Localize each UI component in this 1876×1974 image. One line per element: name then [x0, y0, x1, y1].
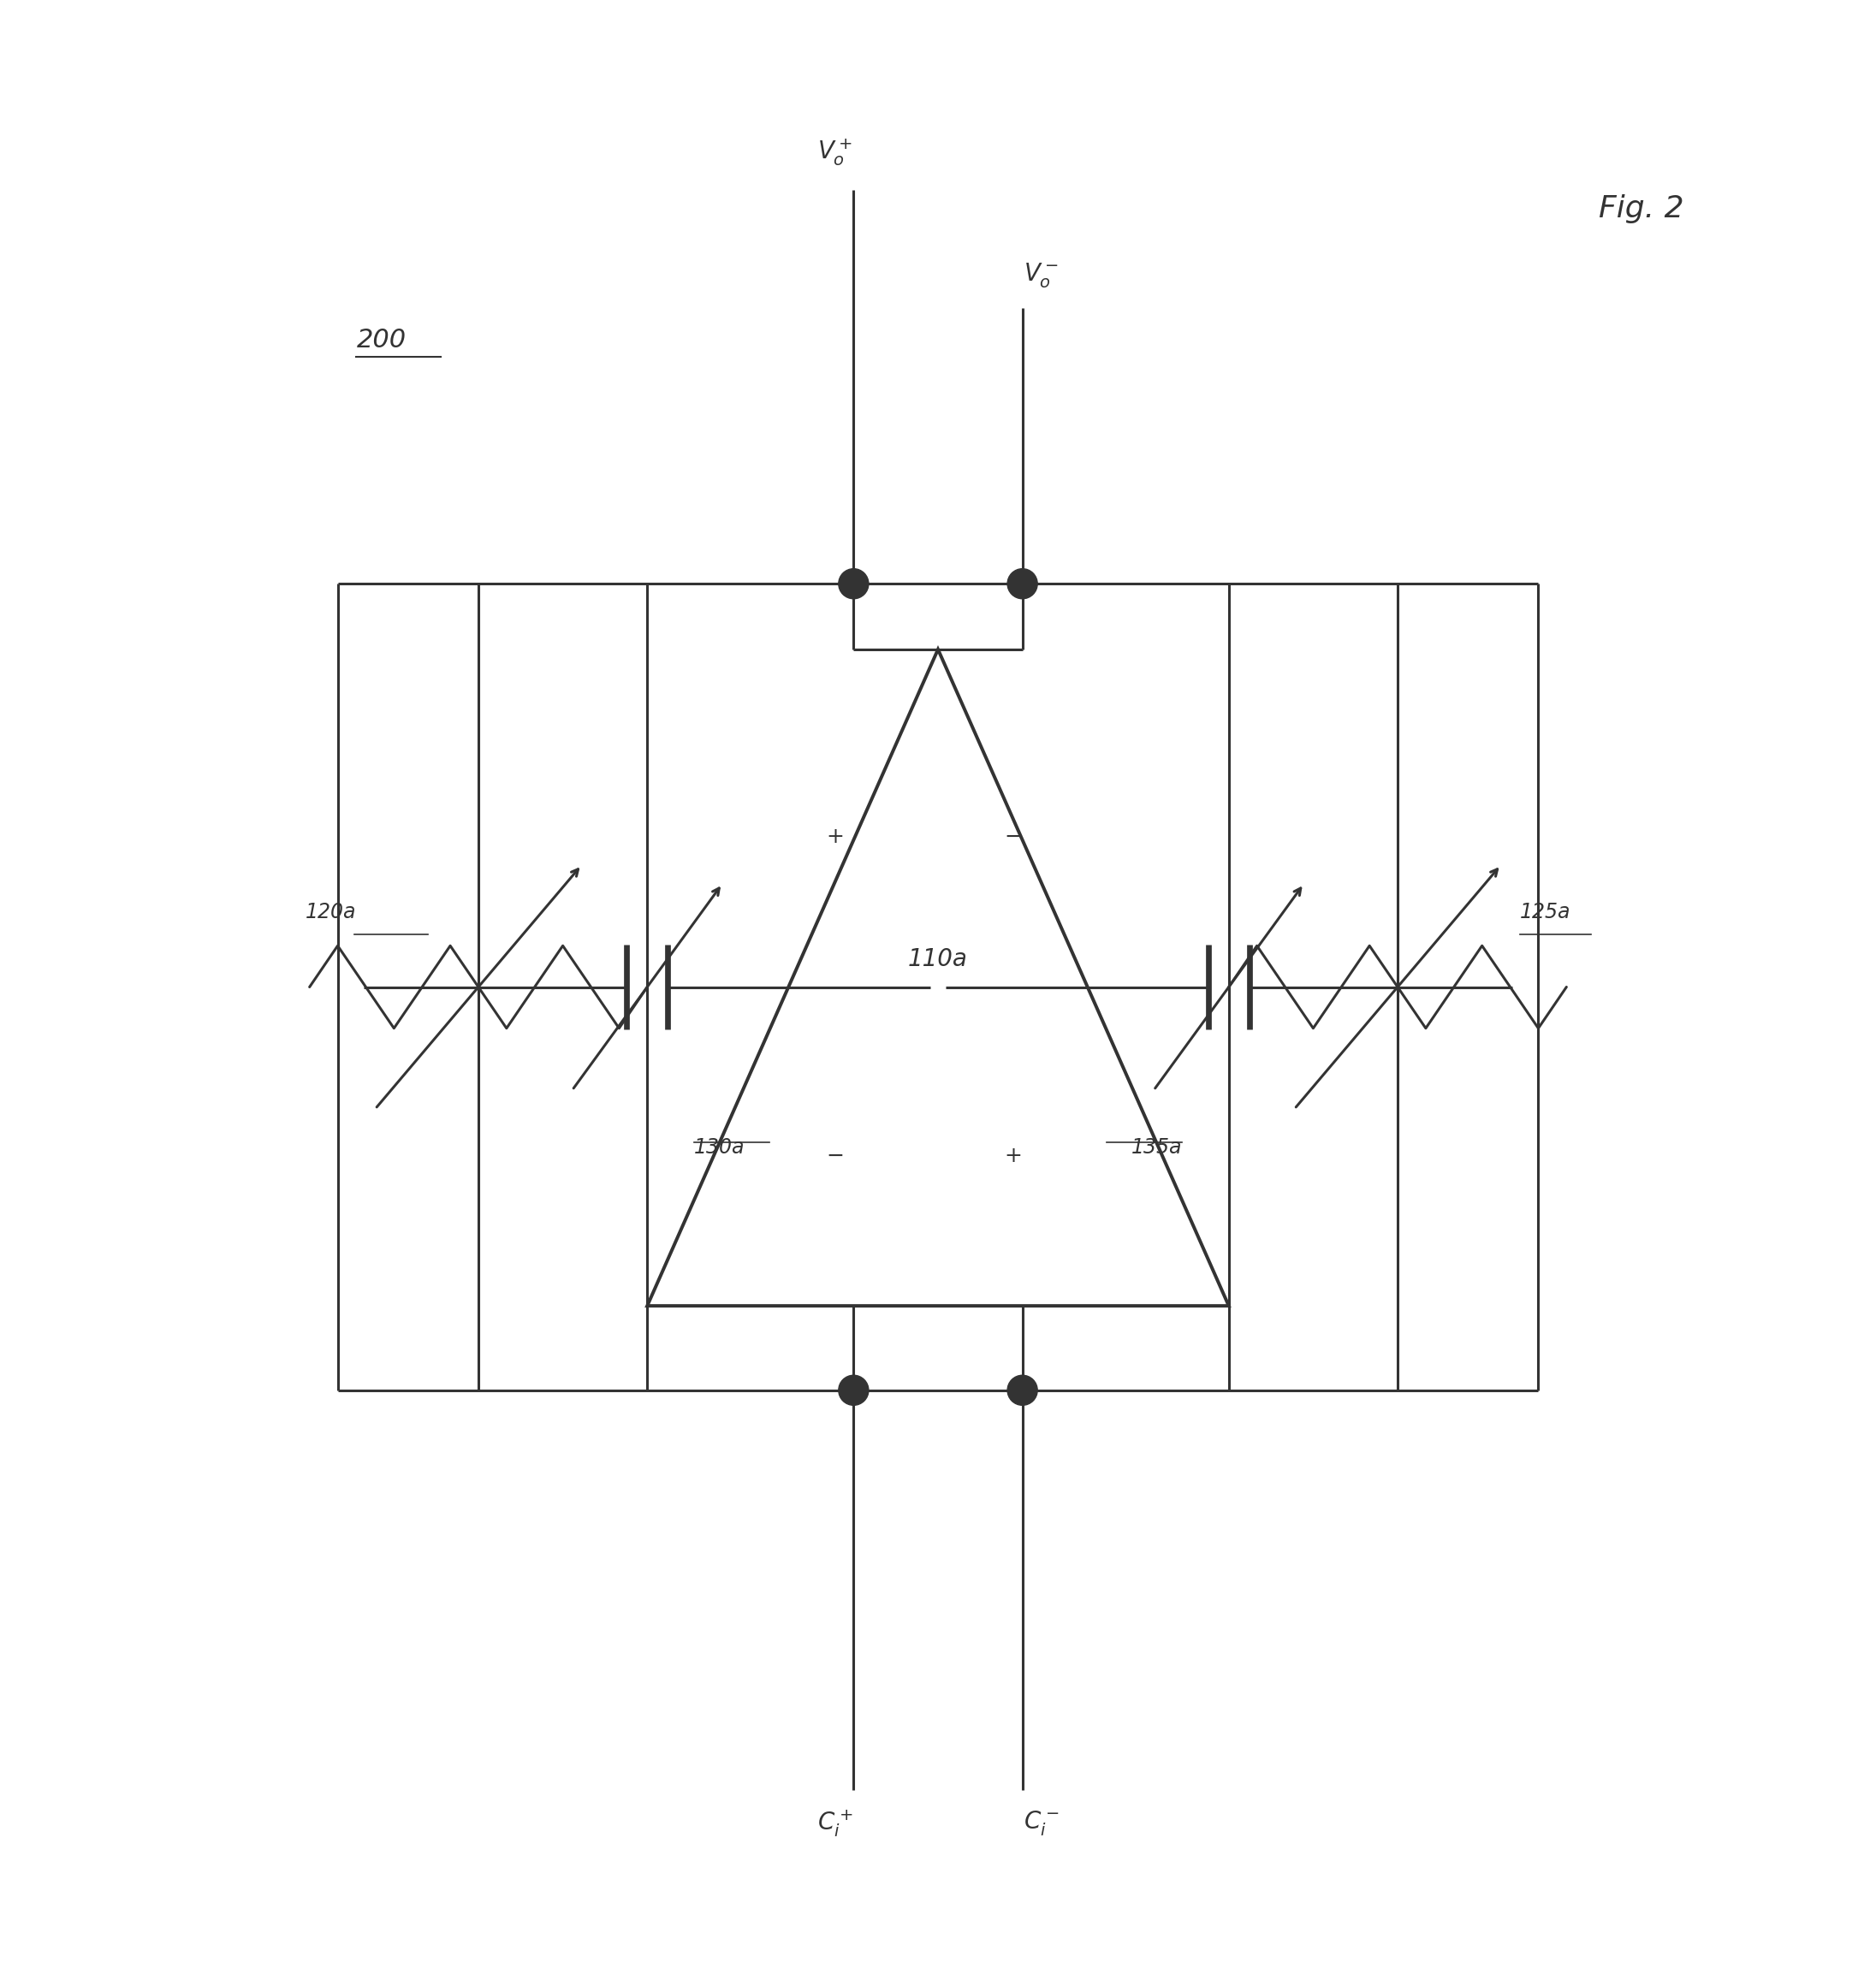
Text: 135a: 135a [1131, 1137, 1182, 1157]
Circle shape [839, 569, 869, 598]
Text: $V_o^+$: $V_o^+$ [818, 136, 852, 168]
Text: +: + [1004, 1145, 1022, 1167]
Circle shape [1007, 569, 1037, 598]
Circle shape [1007, 1376, 1037, 1405]
Text: 120a: 120a [306, 902, 356, 922]
Text: 125a: 125a [1520, 902, 1570, 922]
Text: $C_i^-$: $C_i^-$ [1024, 1808, 1058, 1836]
Circle shape [839, 1376, 869, 1405]
Text: $V_o^-$: $V_o^-$ [1024, 261, 1058, 290]
Text: −: − [1004, 827, 1022, 847]
Text: 200: 200 [356, 328, 407, 351]
Text: 130a: 130a [694, 1137, 745, 1157]
Text: 110a: 110a [908, 948, 968, 971]
Text: Fig. 2: Fig. 2 [1598, 193, 1685, 223]
Text: −: − [825, 1145, 844, 1167]
Text: $C_i^+$: $C_i^+$ [818, 1808, 852, 1840]
Text: +: + [825, 827, 844, 847]
